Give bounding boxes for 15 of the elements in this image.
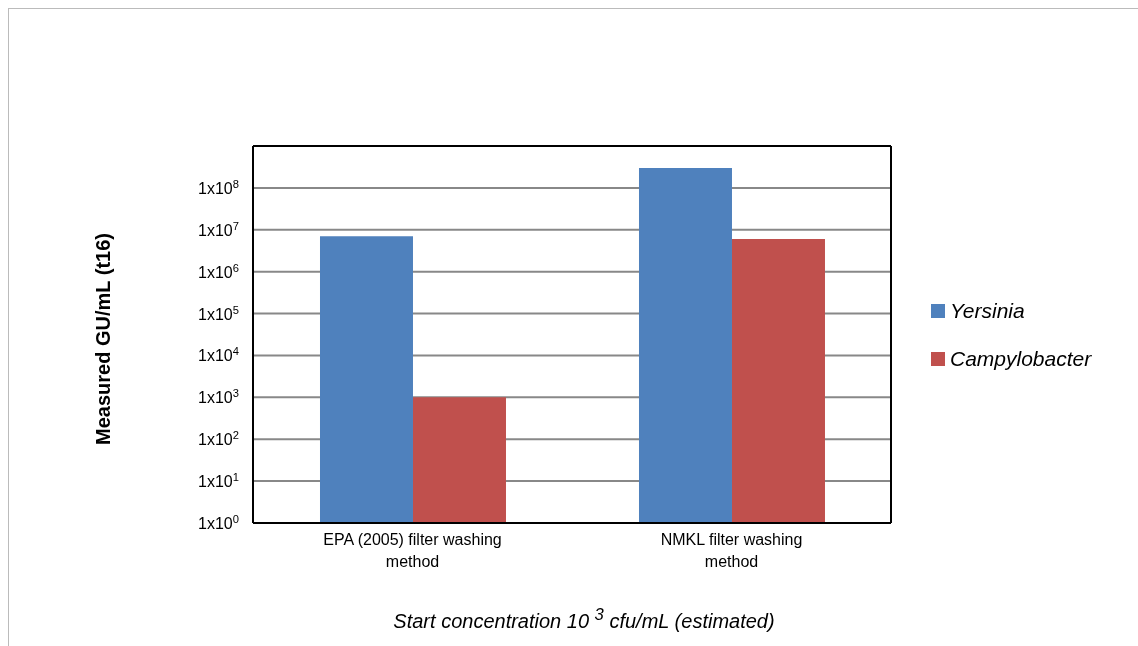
y-tick-label: 1x10$^{3}$: [198, 387, 239, 407]
y-tick-label: 1x10$^{4}$: [198, 345, 239, 365]
y-tick-label: 1x10$^{5}$: [198, 303, 239, 323]
y-axis-title: Measured GU/mL (t16): [91, 233, 115, 445]
legend-label: Yersinia: [950, 299, 1025, 323]
y-tick-label: 1x10$^{6}$: [198, 261, 239, 281]
x-axis-title: Start concentration 10 $^{3}$ cfu/mL (estimated): [393, 605, 775, 633]
y-tick-label: 1x10$^{0}$: [198, 513, 239, 532]
legend-label: Campylobacter: [950, 347, 1092, 371]
x-tick-label: EPA (2005) filter washing method: [323, 531, 502, 570]
y-tick-label: 1x10$^{1}$: [198, 471, 239, 491]
y-tick-label: 1x10$^{2}$: [198, 429, 239, 449]
x-tick-label: NMKL filter washing method: [660, 531, 803, 570]
y-tick-label: 1x10$^{7}$: [198, 219, 239, 239]
y-tick-label: 1x10$^{8}$: [198, 177, 239, 197]
